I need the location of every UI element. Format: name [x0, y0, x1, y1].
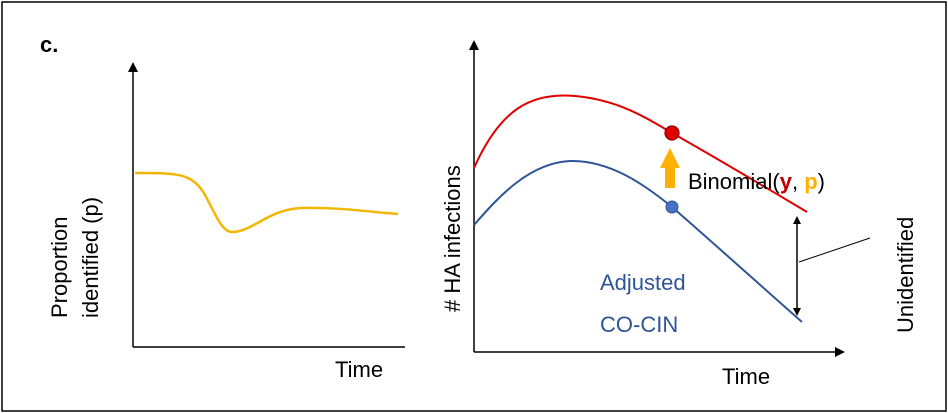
left-y-label-line2: identified (p)	[78, 197, 103, 318]
left-plot: Proportion identified (p) Time	[47, 62, 405, 382]
proportion-curve	[134, 171, 399, 234]
right-x-label: Time	[722, 364, 770, 389]
adjusted-point	[665, 200, 679, 214]
binomial-y: y	[780, 169, 793, 194]
binomial-label: Binomial(y, p)	[688, 169, 825, 194]
adjusted-co-cin-curve	[473, 159, 803, 323]
left-y-label-line1: Proportion	[47, 216, 72, 318]
binomial-p: p	[804, 169, 817, 194]
right-plot: # HA infections Binomial(y, p) Adjusted …	[440, 40, 918, 389]
binomial-arrow	[660, 148, 680, 188]
panel-label: c.	[40, 32, 58, 57]
binomial-sep: ,	[792, 169, 804, 194]
binomial-prefix: Binomial(	[688, 169, 780, 194]
unidentified-leader-line	[798, 237, 871, 263]
binomial-suffix: )	[818, 169, 825, 194]
right-y-label: # HA infections	[440, 165, 465, 312]
unidentified-label: Unidentified	[893, 217, 918, 333]
total-point	[664, 125, 680, 141]
left-x-label: Time	[335, 357, 383, 382]
total-infections-curve	[473, 94, 808, 213]
adjusted-label-line1: Adjusted	[600, 270, 686, 295]
adjusted-label-line2: CO-CIN	[600, 312, 678, 337]
